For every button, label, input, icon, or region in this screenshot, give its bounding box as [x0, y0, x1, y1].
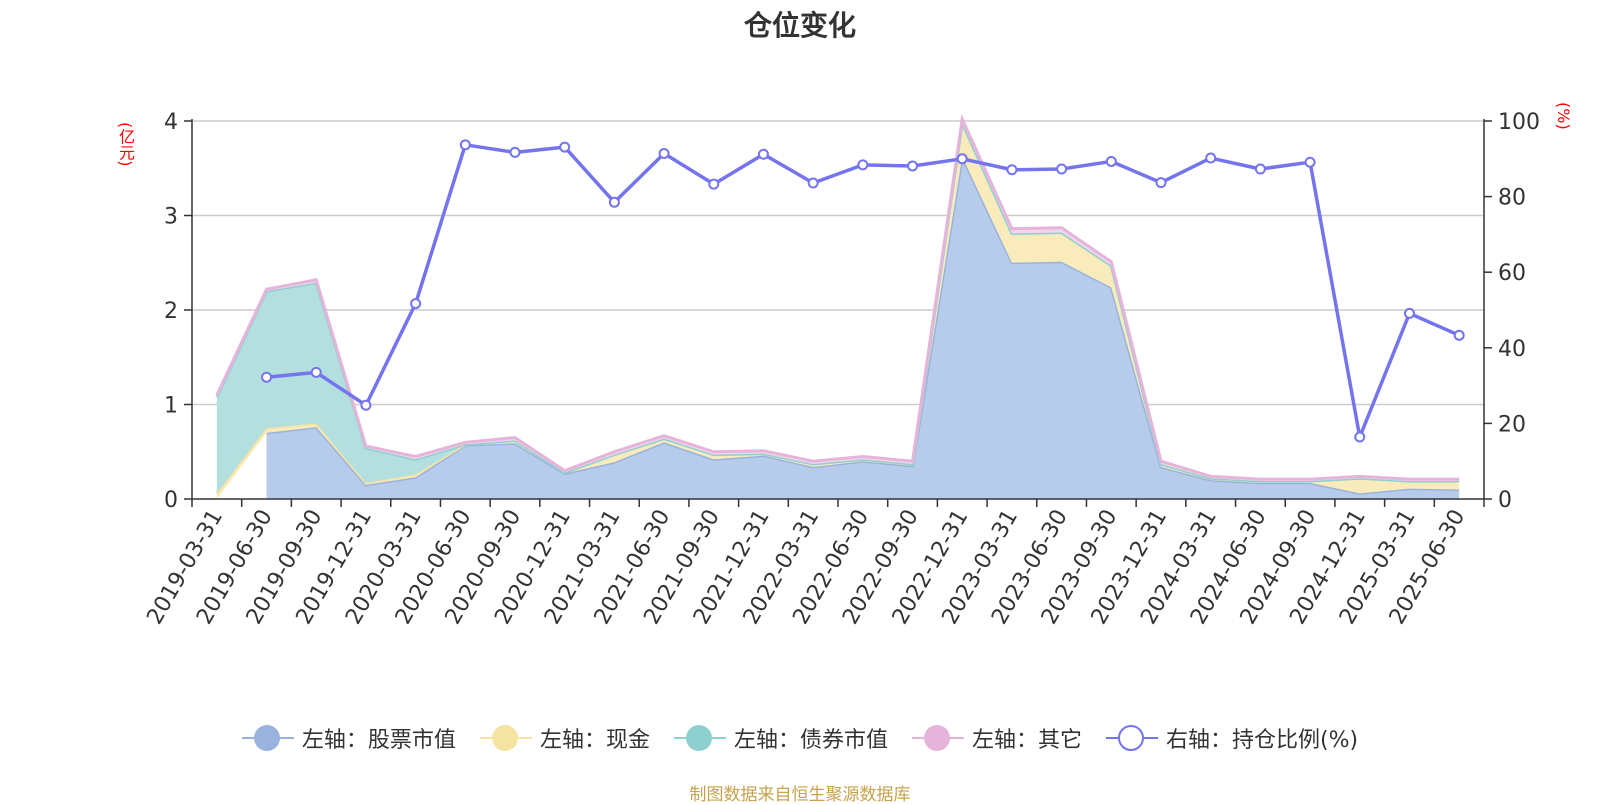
holding-ratio-point	[658, 148, 670, 160]
holding-ratio-point	[360, 399, 372, 411]
holding-ratio-point	[509, 146, 521, 158]
legend-symbol-icon	[911, 723, 964, 753]
holding-ratio-point	[459, 139, 471, 151]
holding-ratio-point	[956, 153, 968, 165]
right-axis-unit: (%)	[1554, 102, 1573, 130]
legend-label: 右轴：持仓比例(%)	[1165, 728, 1359, 753]
holding-ratio-point	[708, 178, 720, 190]
holding-ratio-point	[1304, 156, 1316, 168]
holding-ratio-point	[1155, 177, 1167, 189]
right-tick-label: 20	[1498, 412, 1526, 437]
legend-item[interactable]: 左轴：现金	[479, 722, 650, 754]
legend-label: 左轴：其它	[971, 728, 1082, 753]
legend-item[interactable]: 左轴：股票市值	[241, 722, 456, 754]
holding-ratio-point	[1403, 307, 1415, 319]
legend-label: 左轴：现金	[539, 728, 650, 753]
right-tick-label: 40	[1498, 337, 1526, 362]
area-line-1	[215, 117, 1460, 495]
holding-ratio-point	[1056, 163, 1068, 175]
legend-label: 左轴：股票市值	[301, 728, 456, 753]
left-tick-label: 3	[164, 205, 178, 230]
legend-item[interactable]: 右轴：持仓比例(%)	[1105, 722, 1359, 754]
area-1	[216, 122, 1460, 499]
left-tick-label: 1	[164, 394, 178, 419]
holding-ratio-point	[1453, 329, 1465, 341]
left-axis-unit: (亿元)	[116, 122, 135, 167]
left-tick-label: 2	[164, 299, 178, 324]
holding-ratio-point	[261, 371, 273, 383]
legend-symbol-icon	[673, 723, 726, 753]
holding-ratio-point	[1205, 152, 1217, 164]
holding-ratio-point	[807, 177, 819, 189]
legend-symbol-icon	[479, 723, 532, 753]
area-2	[216, 122, 1460, 494]
holding-ratio-point	[310, 366, 322, 378]
holding-ratio-line	[266, 143, 1460, 439]
right-tick-label: 0	[1498, 488, 1512, 513]
area-line-2	[215, 117, 1460, 483]
area-line-3	[215, 113, 1460, 481]
legend-symbol-icon	[241, 723, 294, 753]
holding-ratio-point	[907, 160, 919, 172]
holding-ratio-point	[757, 148, 769, 160]
legend-item[interactable]: 左轴：其它	[911, 722, 1082, 754]
right-tick-label: 80	[1498, 186, 1526, 211]
holding-ratio-point	[559, 141, 571, 153]
right-tick-label: 60	[1498, 261, 1526, 286]
holding-ratio-point	[410, 298, 422, 310]
chart-legend: 左轴：股票市值 左轴：现金 左轴：债券市值 左轴：其它 右轴：持仓比例(%)	[0, 722, 1600, 754]
data-source-note: 制图数据来自恒生聚源数据库	[689, 785, 911, 805]
chart-title: 仓位变化	[743, 9, 856, 42]
left-tick-label: 4	[164, 110, 178, 135]
right-tick-label: 100	[1498, 110, 1540, 135]
holding-ratio-point	[1006, 164, 1018, 176]
holding-ratio-point	[608, 196, 620, 208]
holding-ratio-point	[857, 159, 869, 171]
legend-item[interactable]: 左轴：债券市值	[673, 722, 888, 754]
holding-ratio-point	[1354, 431, 1366, 443]
legend-label: 左轴：债券市值	[733, 728, 888, 753]
left-tick-label: 0	[164, 488, 178, 513]
legend-symbol-icon	[1105, 723, 1158, 753]
holding-ratio-point	[1254, 163, 1266, 175]
holding-ratio-point	[1105, 155, 1117, 167]
